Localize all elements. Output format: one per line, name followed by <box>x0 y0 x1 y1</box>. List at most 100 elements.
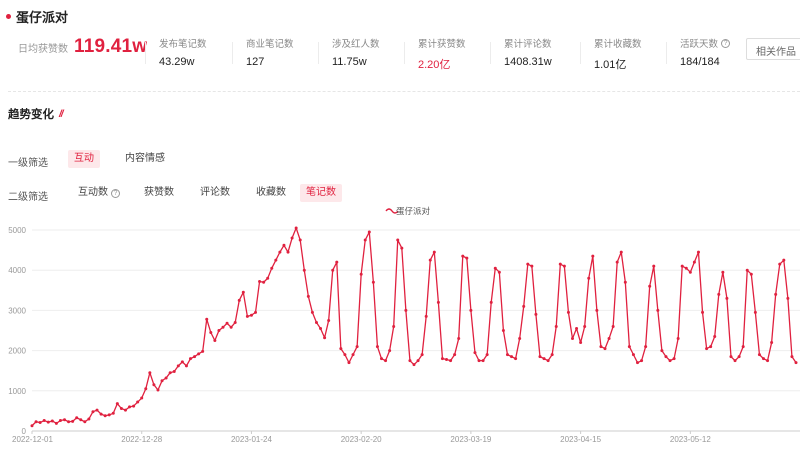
data-point <box>99 412 103 416</box>
data-point <box>570 337 574 341</box>
data-point <box>501 329 505 332</box>
page-header: 蛋仔派对 <box>6 7 68 26</box>
data-point <box>664 355 668 359</box>
data-point <box>400 246 404 250</box>
data-point <box>684 266 688 270</box>
data-point <box>298 238 302 242</box>
y-tick-label: 2000 <box>8 347 26 356</box>
data-point <box>453 353 457 357</box>
data-point <box>245 314 249 318</box>
data-point <box>778 262 782 266</box>
data-point <box>188 357 192 361</box>
filter-level2-label: 二级筛选 <box>8 192 48 203</box>
data-point <box>221 325 225 329</box>
filter-option-label: 获赞数 <box>144 187 174 198</box>
data-point <box>518 337 522 341</box>
data-point <box>355 345 359 349</box>
data-point <box>412 363 416 367</box>
filter-option[interactable]: 笔记数 <box>300 184 342 202</box>
data-point <box>786 296 790 300</box>
data-point <box>205 317 209 321</box>
data-point <box>737 355 741 359</box>
data-point <box>660 349 664 353</box>
series-line <box>31 227 797 427</box>
data-point <box>672 357 676 361</box>
stat-value: 2.20亿 <box>418 59 451 71</box>
data-point <box>180 360 184 364</box>
data-point <box>339 347 343 351</box>
y-tick-label: 4000 <box>8 266 26 275</box>
stat-label: 商业笔记数 <box>246 36 294 50</box>
help-icon[interactable]: ? <box>721 38 731 48</box>
filter-option[interactable]: 评论数 <box>194 184 236 202</box>
data-point <box>217 329 221 332</box>
data-point <box>705 347 709 351</box>
data-point <box>615 260 619 264</box>
data-point <box>274 258 278 262</box>
stat-label: 涉及红人数 <box>332 36 380 50</box>
data-point <box>554 324 558 328</box>
data-point <box>644 345 648 349</box>
data-point <box>761 357 765 361</box>
data-point <box>323 336 327 340</box>
stat-divider <box>232 42 233 64</box>
stat-divider <box>318 42 319 64</box>
header-divider <box>8 91 800 92</box>
data-point <box>351 353 355 357</box>
data-point <box>168 371 172 375</box>
help-icon[interactable]: ? <box>111 188 120 198</box>
data-point <box>733 359 737 363</box>
data-point <box>542 357 546 361</box>
data-point <box>688 270 692 274</box>
x-tick-label: 2022-12-01 <box>12 435 53 444</box>
filter-option[interactable]: 互动数? <box>72 184 126 202</box>
related-works-button[interactable]: 相关作品 <box>746 38 800 60</box>
filter-option-label: 评论数 <box>200 187 230 198</box>
filter-option-label: 内容情感 <box>125 153 165 164</box>
data-point <box>262 280 266 284</box>
filter-option[interactable]: 收藏数 <box>250 184 292 202</box>
data-point <box>379 357 383 361</box>
stat-value: 1408.31w <box>504 56 552 68</box>
data-point <box>282 243 286 247</box>
data-point <box>83 420 87 424</box>
data-point <box>172 370 176 373</box>
data-point <box>607 337 611 341</box>
legend-series-icon <box>385 208 399 214</box>
data-point <box>371 280 375 284</box>
data-point <box>225 321 229 325</box>
data-point <box>30 424 34 428</box>
data-point <box>636 361 640 365</box>
data-point <box>327 318 331 322</box>
data-point <box>310 310 314 314</box>
data-point <box>595 308 599 312</box>
data-point <box>115 402 119 406</box>
data-point <box>562 264 566 268</box>
data-point <box>237 298 241 302</box>
data-point <box>473 351 477 355</box>
data-point <box>335 260 339 264</box>
data-point <box>71 419 75 423</box>
data-point <box>729 355 733 359</box>
data-point <box>676 337 680 341</box>
legend-series-label: 蛋仔派对 <box>396 206 431 216</box>
filter-option[interactable]: 内容情感 <box>119 150 171 168</box>
data-point <box>38 421 42 425</box>
data-point <box>416 359 420 363</box>
data-point <box>583 324 587 328</box>
data-point <box>640 359 644 363</box>
filter-option[interactable]: 获赞数 <box>138 184 180 202</box>
data-point <box>95 408 99 412</box>
data-point <box>375 345 379 349</box>
data-point <box>713 335 717 339</box>
data-point <box>404 308 408 312</box>
data-point <box>42 419 46 423</box>
data-point <box>599 345 603 349</box>
data-point <box>103 414 107 418</box>
data-point <box>54 421 58 425</box>
data-point <box>367 230 371 234</box>
filter-option[interactable]: 互动 <box>68 150 100 168</box>
data-point <box>668 359 672 363</box>
stat-divider <box>490 42 491 64</box>
x-tick-label: 2023-01-24 <box>231 435 272 444</box>
